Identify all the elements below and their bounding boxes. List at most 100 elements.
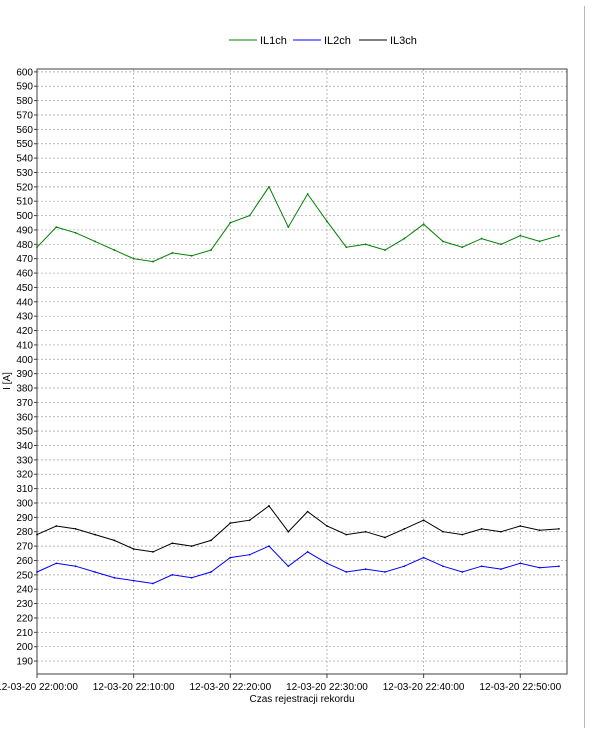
data-point-il2ch xyxy=(461,571,464,573)
x-tick-label: 12-03-20 22:30:00 xyxy=(286,682,368,693)
y-tick-label: 230 xyxy=(16,599,33,610)
data-point-il3ch xyxy=(403,527,406,530)
data-point-il1ch xyxy=(36,246,38,249)
y-tick-label: 350 xyxy=(16,427,33,438)
data-point-il2ch xyxy=(306,550,309,553)
data-point-il2ch xyxy=(538,566,541,569)
data-point-il3ch xyxy=(326,525,328,527)
data-point-il3ch xyxy=(229,522,232,525)
data-point-il3ch xyxy=(461,533,464,536)
y-tick-label: 370 xyxy=(16,398,33,409)
data-point-il1ch xyxy=(442,240,444,243)
data-point-il1ch xyxy=(113,249,116,251)
y-tick-label: 550 xyxy=(16,139,33,150)
data-point-il1ch xyxy=(538,240,541,243)
y-tick-label: 570 xyxy=(16,110,33,121)
data-point-il1ch xyxy=(558,234,560,237)
y-tick-label: 220 xyxy=(16,613,33,624)
y-tick-label: 240 xyxy=(16,585,33,596)
data-point-il2ch xyxy=(132,579,135,582)
y-tick-label: 560 xyxy=(16,125,33,136)
y-tick-label: 470 xyxy=(16,254,33,265)
x-tick-label: 12-03-20 22:50:00 xyxy=(479,682,561,693)
y-axis-label: I [A] xyxy=(2,372,13,390)
data-point-il1ch xyxy=(384,249,386,251)
y-tick-label: 590 xyxy=(16,82,33,93)
y-tick-label: 500 xyxy=(16,211,33,222)
data-point-il1ch xyxy=(500,243,502,246)
y-tick-label: 600 xyxy=(16,67,33,78)
data-point-il2ch xyxy=(519,562,522,565)
data-point-il2ch xyxy=(345,571,348,573)
data-point-il2ch xyxy=(480,565,483,568)
data-point-il1ch xyxy=(171,252,174,254)
data-point-il2ch xyxy=(558,565,560,568)
data-point-il1ch xyxy=(287,226,290,228)
data-point-il3ch xyxy=(480,527,483,530)
y-tick-label: 290 xyxy=(16,513,33,524)
data-point-il2ch xyxy=(442,565,444,568)
data-point-il2ch xyxy=(74,565,77,568)
y-tick-label: 330 xyxy=(16,455,33,466)
data-point-il1ch xyxy=(461,246,464,249)
data-point-il1ch xyxy=(152,260,154,263)
y-tick-label: 420 xyxy=(16,326,33,337)
data-point-il3ch xyxy=(94,533,96,536)
data-point-il2ch xyxy=(94,571,96,573)
data-point-il2ch xyxy=(229,556,232,559)
y-axis: 190 200 210 220 230 240 250 260 270 280 290 300 310 3… xyxy=(16,67,37,668)
y-tick-label: 390 xyxy=(16,369,33,380)
data-point-il3ch xyxy=(345,533,348,536)
legend: IL1ch IL2ch IL3ch xyxy=(229,35,417,47)
x-tick-label: 12-03-20 22:00:00 xyxy=(0,682,78,693)
data-point-il2ch xyxy=(248,553,251,556)
y-tick-label: 200 xyxy=(16,642,33,653)
data-point-il1ch xyxy=(268,185,270,188)
y-tick-label: 280 xyxy=(16,527,33,538)
grid xyxy=(37,69,567,674)
panel-divider xyxy=(584,6,585,728)
data-point-il3ch xyxy=(248,519,251,522)
data-point-il2ch xyxy=(384,571,386,573)
data-point-il3ch xyxy=(287,530,290,533)
data-point-il1ch xyxy=(422,223,425,226)
data-point-il2ch xyxy=(364,568,367,570)
data-point-il1ch xyxy=(94,240,96,243)
data-point-il2ch xyxy=(500,568,502,570)
data-point-il2ch xyxy=(171,573,174,576)
data-point-il3ch xyxy=(442,530,444,533)
data-point-il2ch xyxy=(152,582,154,585)
data-point-il1ch xyxy=(229,221,232,224)
data-point-il3ch xyxy=(558,527,560,530)
y-tick-label: 490 xyxy=(16,225,33,236)
data-point-il3ch xyxy=(364,530,367,533)
x-tick-label: 12-03-20 22:10:00 xyxy=(93,682,175,693)
data-point-il1ch xyxy=(74,231,77,234)
legend-label-il1ch: IL1ch xyxy=(260,35,287,47)
data-point-il2ch xyxy=(403,565,406,568)
y-tick-label: 400 xyxy=(16,355,33,366)
data-point-il3ch xyxy=(306,510,309,513)
data-point-il1ch xyxy=(132,257,135,260)
x-axis: 12-03-20 22:00:00 12-03-20 22:10:00 12-03-… xyxy=(0,674,562,693)
legend-label-il2ch: IL2ch xyxy=(324,35,351,47)
series-line-il3ch xyxy=(36,505,559,553)
x-tick-label: 12-03-20 22:20:00 xyxy=(189,682,271,693)
data-point-il3ch xyxy=(210,539,212,542)
data-point-il1ch xyxy=(326,220,328,223)
data-point-il2ch xyxy=(326,562,328,565)
data-point-il2ch xyxy=(55,562,58,565)
y-tick-label: 320 xyxy=(16,470,33,481)
data-point-il3ch xyxy=(268,504,270,507)
data-point-il1ch xyxy=(364,243,367,246)
data-point-il3ch xyxy=(519,525,522,527)
data-point-il1ch xyxy=(519,234,522,237)
data-point-il3ch xyxy=(74,527,77,530)
data-point-il3ch xyxy=(113,539,116,542)
data-point-il2ch xyxy=(36,571,38,573)
data-point-il1ch xyxy=(403,237,406,240)
series-layer xyxy=(36,185,560,585)
y-tick-label: 480 xyxy=(16,240,33,251)
y-tick-label: 510 xyxy=(16,197,33,208)
